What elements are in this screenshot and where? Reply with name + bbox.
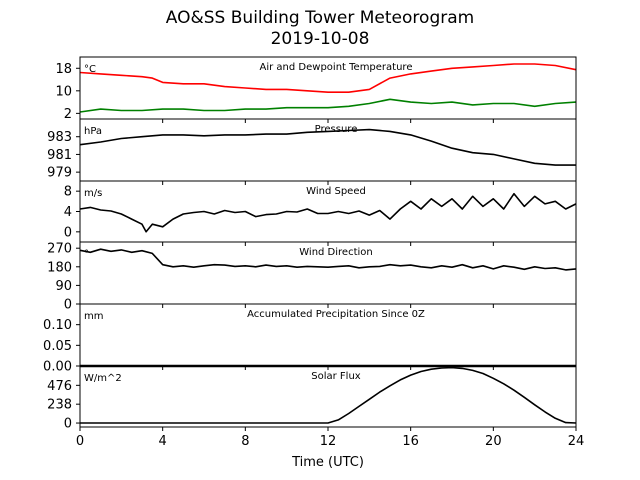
panel-4-unit-label: °	[84, 249, 89, 260]
panel-5-unit-label: mm	[84, 311, 103, 322]
panel-2-ytick-label-1: 979	[47, 166, 72, 181]
panel-6-ytick-label-2: 238	[47, 398, 72, 413]
panel-5-ytick-label-1: 0.00	[43, 360, 72, 375]
panel-2-ytick-label-2: 981	[47, 148, 72, 163]
panel-4-title: Wind Direction	[299, 247, 373, 258]
figure-title: AO&SS Building Tower Meteorogram 2019-10…	[0, 8, 640, 50]
xtick-label-3: 8	[241, 434, 249, 449]
panel-2-ytick-label-3: 983	[47, 130, 72, 145]
panel-6-series-1-line	[80, 366, 577, 424]
panel-5-ytick-label-2: 0.05	[43, 339, 72, 354]
figure-title-line2: 2019-10-08	[270, 29, 370, 49]
xtick-label-4: 12	[320, 434, 337, 449]
panel-3-ytick-label-2: 4	[64, 205, 72, 220]
panel-4-ytick-label-4: 270	[47, 242, 72, 257]
figure-title-line1: AO&SS Building Tower Meteorogram	[165, 8, 475, 28]
panel-4-ytick-label-3: 180	[47, 260, 72, 275]
panel-4-ytick-label-1: 0	[64, 298, 72, 313]
panel-1-series-2-line	[79, 98, 577, 113]
panel-1-series-1-line	[79, 63, 577, 93]
xtick-label-2: 4	[159, 434, 167, 449]
xtick-label-7: 24	[568, 434, 585, 449]
panel-1-unit-label: °C	[84, 64, 96, 75]
panel-6-ytick-label-1: 0	[64, 417, 72, 432]
panel-3-unit-label: m/s	[84, 188, 102, 199]
panel-1-ytick-label-2: 10	[55, 84, 72, 99]
xtick-label-1: 0	[76, 434, 84, 449]
panel-2-series-1-line	[79, 128, 576, 166]
x-axis-label: Time (UTC)	[291, 455, 364, 470]
panel-3-ytick-label-3: 8	[64, 185, 72, 200]
xtick-label-5: 16	[402, 434, 419, 449]
panel-6-unit-label: W/m^2	[84, 373, 122, 384]
panel-4-series-1-line	[79, 248, 577, 271]
panel-2-unit-label: hPa	[84, 126, 102, 137]
panel-4-ytick-label-2: 90	[55, 279, 72, 294]
panel-1-ytick-label-1: 2	[64, 107, 72, 122]
xtick-label-6: 20	[485, 434, 502, 449]
panel-6-title: Solar Flux	[311, 371, 361, 382]
panel-6-ytick-label-3: 476	[47, 379, 72, 394]
panel-3-ytick-label-1: 0	[64, 225, 72, 240]
panel-1-ytick-label-3: 18	[55, 62, 72, 77]
panel-2-title: Pressure	[315, 124, 358, 135]
panel-5-title: Accumulated Precipitation Since 0Z	[247, 309, 425, 320]
panel-3-series-1-line	[79, 192, 577, 233]
panel-3-title: Wind Speed	[306, 186, 366, 197]
panel-5-ytick-label-3: 0.10	[43, 318, 72, 333]
panel-1-title: Air and Dewpoint Temperature	[260, 62, 413, 73]
